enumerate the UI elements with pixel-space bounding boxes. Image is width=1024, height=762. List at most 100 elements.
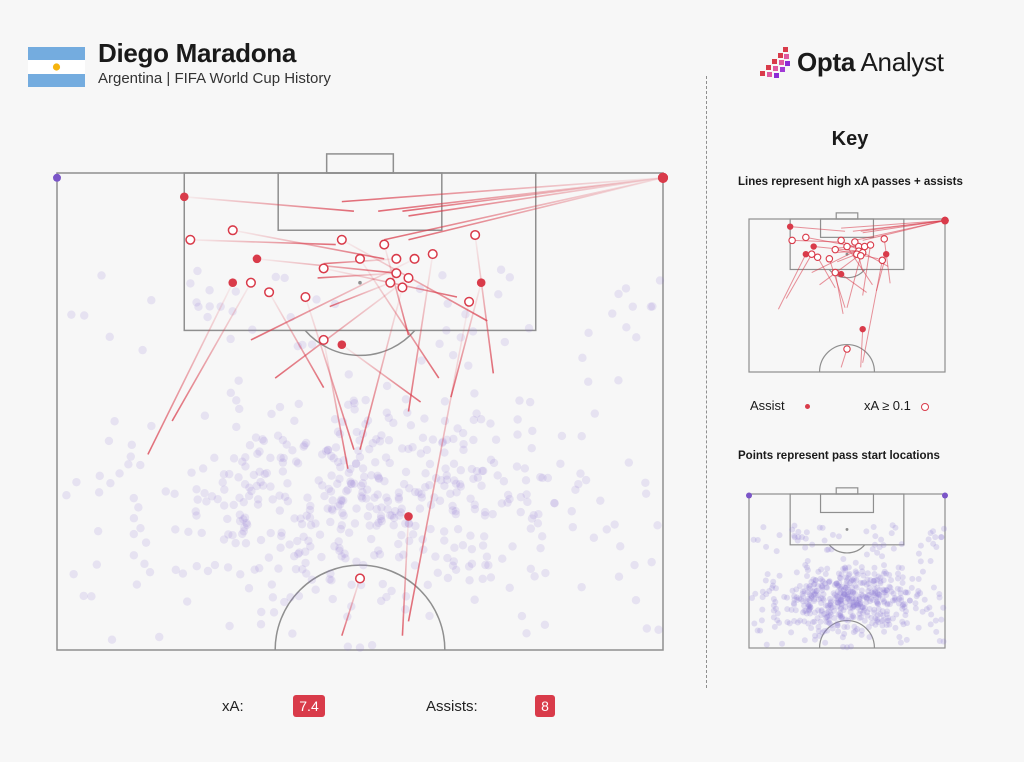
pass-start-point [912, 605, 919, 612]
pass-start-point [759, 606, 766, 613]
pass-start-point [624, 458, 634, 467]
pass-start-point [773, 548, 780, 555]
pass-line [862, 244, 872, 296]
pass-start-point [347, 479, 356, 489]
pass-start-point [821, 537, 828, 544]
pass-start-point [200, 488, 209, 498]
pass-start-point [856, 596, 863, 603]
pass-start-point [193, 266, 202, 276]
pass-start-point [863, 528, 870, 535]
pass-start-point [862, 594, 869, 601]
pass-start-point [302, 511, 311, 520]
pass-start-point [832, 595, 839, 602]
pass-start-point [796, 582, 803, 589]
pass-start-point [811, 587, 818, 594]
pass-start-point [484, 561, 493, 570]
pass-start-point [827, 609, 834, 616]
pass-start-point [779, 640, 786, 647]
pass-start-point [440, 536, 449, 545]
pass-start-point [844, 594, 851, 601]
pass-start-point [415, 504, 425, 513]
pass-start-point [834, 622, 841, 629]
xa-marker [397, 282, 408, 293]
key-lines-caption: Lines represent high xA passes + assists [738, 176, 963, 188]
pass-start-point [849, 604, 856, 611]
pass-start-point [858, 587, 865, 594]
pass-start-point [826, 620, 833, 627]
pass-start-point [856, 610, 863, 617]
pass-start-point [808, 578, 815, 585]
pass-start-point [486, 455, 496, 465]
pass-start-point [255, 447, 264, 456]
pass-start-point [914, 591, 921, 598]
xa-marker [843, 345, 851, 353]
pass-start-point [306, 501, 315, 511]
xa-marker [866, 241, 875, 249]
pass-start-point [770, 614, 777, 621]
pass-start-point [472, 409, 481, 418]
pass-start-point [242, 518, 251, 528]
pass-start-point [245, 483, 254, 492]
assist-marker [252, 254, 262, 264]
pass-start-point [238, 529, 247, 539]
pass-start-point [372, 435, 381, 444]
pass-start-point [608, 309, 617, 318]
pass-start-point [866, 633, 873, 640]
pass-start-point [205, 302, 214, 311]
pass-start-point [397, 504, 406, 513]
pass-start-point [811, 598, 818, 605]
pass-start-point [339, 511, 348, 520]
pass-start-point [293, 536, 302, 546]
pass-start-point [902, 608, 909, 615]
pass-start-point [915, 588, 922, 595]
main-pitch-chart [53, 153, 669, 652]
pass-start-point [774, 610, 781, 617]
pass-start-point [455, 480, 465, 489]
opta-analyst-logo: Opta Analyst [757, 44, 944, 80]
pass-start-point [888, 530, 895, 537]
pass-start-point [932, 617, 939, 624]
pass-start-point [888, 588, 895, 595]
pass-start-point [874, 584, 881, 591]
pass-start-point [275, 402, 285, 412]
pass-start-point [818, 611, 825, 618]
pass-start-point [129, 514, 139, 523]
xa-marker [880, 235, 889, 243]
pass-start-point [834, 603, 841, 610]
pass-start-point [503, 490, 513, 500]
xa-marker [318, 334, 329, 346]
pass-start-point [865, 592, 872, 599]
pass-start-point [527, 514, 537, 523]
pass-start-point [550, 498, 559, 508]
pass-start-point [823, 546, 830, 553]
pass-start-point [394, 493, 403, 502]
pass-start-point [358, 488, 367, 497]
pass-start-point [856, 615, 863, 622]
pass-start-point [451, 565, 461, 575]
pass-start-point [870, 578, 877, 585]
pass-start-point [456, 333, 465, 342]
goal [325, 153, 395, 174]
pass-start-point [863, 599, 870, 606]
pass-start-point [883, 622, 890, 629]
pass-start-point [278, 458, 288, 467]
pass-start-point [874, 616, 881, 623]
pass-start-point [805, 620, 812, 627]
pass-start-point [476, 415, 486, 424]
pass-line [341, 344, 422, 403]
pass-start-point [530, 572, 539, 581]
pass-start-point [182, 597, 192, 606]
pass-start-point [917, 590, 924, 597]
pass-start-point [397, 530, 406, 540]
pass-start-point [69, 569, 78, 579]
pass-start-point [325, 575, 334, 584]
pass-start-point [831, 591, 838, 598]
pass-start-point [534, 510, 543, 519]
pass-line [322, 339, 349, 469]
pass-start-point [819, 583, 826, 590]
pass-start-point [333, 502, 343, 511]
pass-start-point [810, 576, 817, 583]
pass-start-point [401, 605, 410, 614]
pass-start-point [839, 613, 846, 620]
penalty-spot [845, 527, 849, 531]
